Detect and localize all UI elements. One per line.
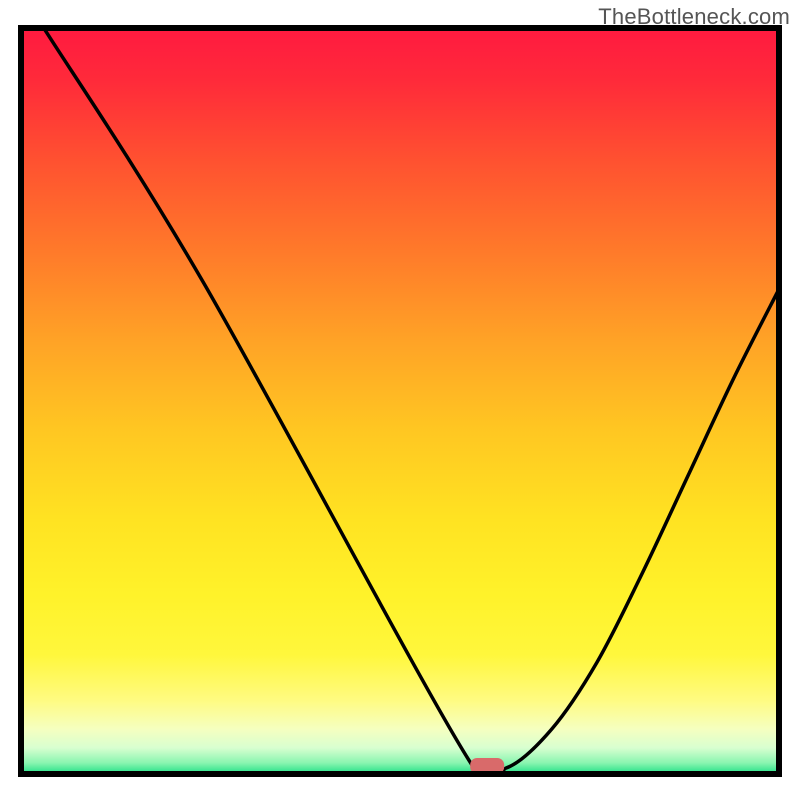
bottleneck-chart: TheBottleneck.com <box>0 0 800 800</box>
watermark-text: TheBottleneck.com <box>598 4 790 30</box>
chart-svg <box>0 0 800 800</box>
plot-background <box>21 28 779 774</box>
